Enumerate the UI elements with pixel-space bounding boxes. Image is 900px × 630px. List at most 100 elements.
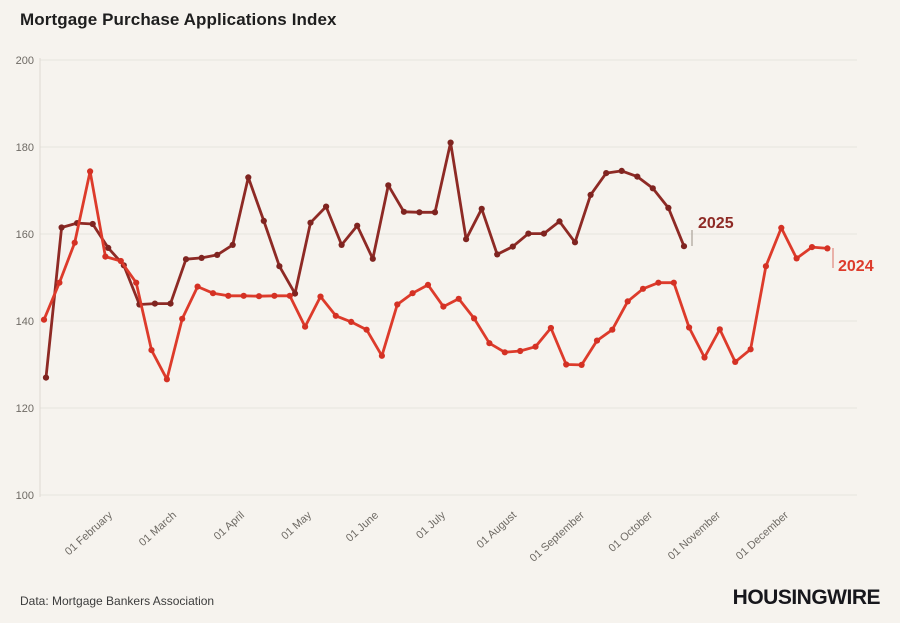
series-2025-point (58, 224, 65, 231)
series-2025-point (680, 243, 688, 250)
series-2024-point (240, 292, 247, 299)
series-2025-point (478, 205, 485, 212)
series-2024-point (824, 245, 831, 252)
x-tick-label: 01 June (344, 509, 381, 544)
series-2025-point (182, 256, 190, 263)
series-2024-point (317, 293, 324, 300)
series-2024-point (486, 340, 493, 347)
series-2024-point (209, 290, 217, 297)
series-2025-point (198, 254, 205, 261)
series-2024-point (363, 326, 370, 333)
x-tick-label: 01 October (607, 509, 656, 555)
chart-title: Mortgage Purchase Applications Index (20, 10, 337, 29)
series-2024-point (225, 292, 232, 299)
series-2024-point (117, 257, 124, 265)
series-2024-point (133, 279, 140, 286)
y-tick-label: 180 (16, 142, 34, 154)
series-2024-point (163, 376, 170, 383)
series-2025-point (214, 251, 221, 258)
series-2025-point (634, 173, 641, 180)
series-2025-point (354, 222, 361, 229)
series-2025-point (105, 244, 112, 251)
series-2025-point (369, 255, 376, 262)
series-2025-point (400, 208, 407, 215)
series-2025-point (89, 220, 96, 228)
x-tick-label: 01 May (279, 509, 314, 542)
series-2024-point (670, 279, 677, 286)
series-2025-point (665, 204, 672, 211)
x-tick-label: 01 July (414, 509, 448, 542)
series-2024-point (762, 263, 770, 270)
series-2025-point (307, 219, 314, 226)
series-2024-point (102, 253, 109, 260)
series-2025-point (540, 230, 548, 237)
series-2025-point (509, 243, 516, 250)
y-tick-label: 100 (16, 490, 34, 502)
series-2024-point (532, 343, 539, 350)
series-2024-point (424, 281, 432, 288)
y-tick-label: 160 (16, 229, 34, 241)
series-2024-point (471, 315, 478, 322)
series-2025-point (260, 217, 267, 224)
series-2025-point (385, 182, 392, 189)
series-2024-point (394, 301, 401, 308)
series-2024-point (348, 318, 355, 325)
series-2024-point (808, 244, 816, 251)
series-2024-point (302, 323, 309, 330)
series-2024-point (87, 168, 94, 175)
x-tick-label: 01 April (212, 509, 247, 542)
series-2024-point (440, 303, 447, 310)
series-2025-point (276, 263, 283, 270)
series-2024-point (40, 316, 48, 323)
series-2025-point (151, 300, 158, 307)
series-2025-point (618, 167, 625, 174)
series-2025-point (463, 236, 470, 243)
series-2025-point (587, 191, 594, 198)
series-2024-point (71, 239, 78, 246)
series-2024-point (547, 324, 555, 332)
series-2024-point (701, 354, 708, 361)
series-2024-point (501, 349, 508, 356)
series-2024-point (332, 312, 339, 319)
series-2025-point (494, 251, 501, 258)
series-2025-point (229, 241, 236, 248)
series-2024-point (378, 352, 385, 359)
series-2024-point (716, 326, 723, 333)
x-tick-label: 01 August (475, 509, 519, 551)
series-2025-point (245, 174, 252, 181)
series-2024-point (655, 279, 662, 286)
series-2024-line (42, 169, 829, 381)
series-2024-point (255, 293, 263, 300)
series-2024-point (517, 347, 524, 355)
x-tick-label: 01 November (666, 509, 723, 562)
bottom-strip (0, 623, 900, 630)
x-tick-label: 01 February (63, 509, 115, 558)
series-2024-point (686, 324, 693, 331)
series-2024-point (56, 279, 63, 286)
series-2025-point (525, 230, 532, 237)
y-tick-label: 140 (16, 316, 34, 328)
y-tick-label: 120 (16, 403, 34, 415)
series-2024-point (732, 358, 739, 365)
series-2024-point (778, 224, 785, 231)
series-2025-point (323, 203, 330, 210)
series-2025-point (447, 139, 454, 146)
x-tick-label: 01 December (734, 509, 791, 562)
series-2024-point (409, 290, 416, 297)
series-2025-point (431, 209, 439, 216)
y-tick-label: 200 (16, 55, 34, 67)
series-2025-point (603, 170, 610, 177)
x-tick-label: 01 March (137, 509, 179, 549)
series-2025-point (42, 374, 50, 381)
series-2024-point (286, 292, 293, 299)
series-2024-point (271, 292, 278, 299)
series-2025-point (571, 239, 579, 246)
series-2024-point (148, 347, 155, 354)
series-2025-point (291, 290, 299, 297)
series-2025-label: 2025 (698, 215, 734, 232)
series-2024-point (194, 283, 201, 290)
series-2024-point (747, 346, 754, 353)
x-tick-label: 01 September (528, 509, 588, 564)
series-2024-point (578, 361, 585, 368)
series-2025-point (338, 241, 345, 248)
